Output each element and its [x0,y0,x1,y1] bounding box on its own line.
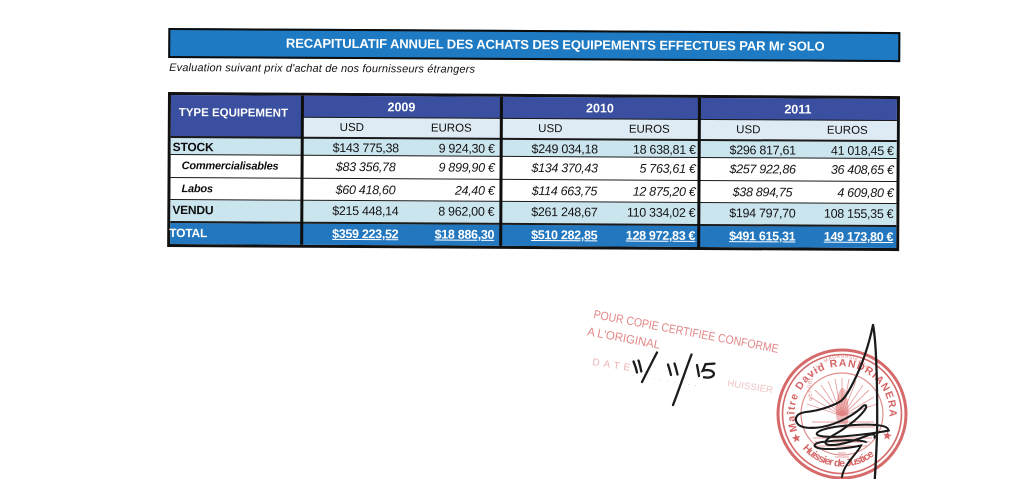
svg-text:HUISSIER: HUISSIER [727,378,774,396]
svg-text:DATE: DATE [592,357,632,374]
